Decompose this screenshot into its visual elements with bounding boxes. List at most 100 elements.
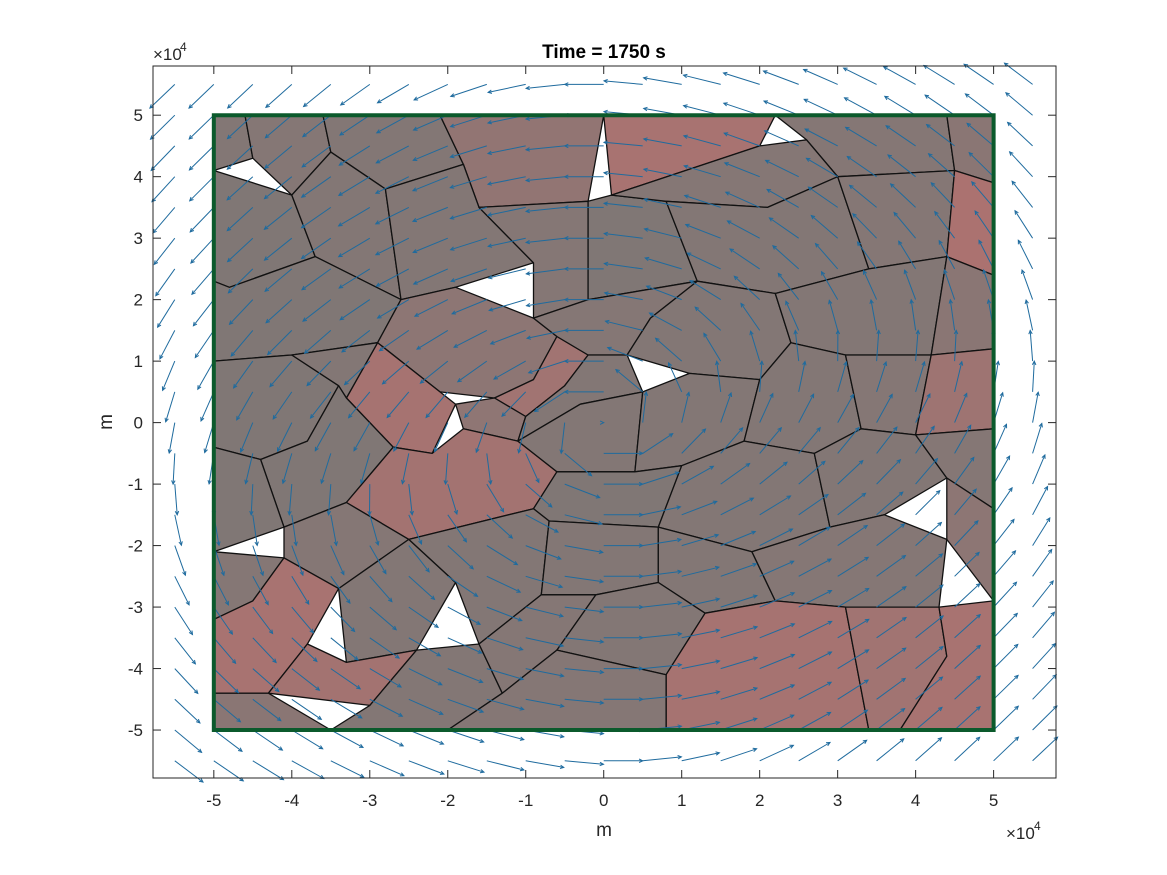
velocity-vector (353, 422, 371, 452)
y-tick-label: 2 (134, 291, 143, 310)
velocity-vector (842, 67, 877, 85)
velocity-vector (525, 637, 565, 648)
velocity-vector (954, 582, 981, 608)
velocity-vector (563, 174, 604, 179)
velocity-vector (681, 659, 721, 670)
velocity-vector (768, 217, 799, 239)
velocity-vector (953, 329, 959, 362)
velocity-vector (525, 575, 564, 589)
velocity-vector (486, 145, 526, 155)
velocity-vector (564, 575, 605, 584)
velocity-vector (681, 565, 721, 577)
velocity-vector (772, 245, 800, 270)
velocity-vector (447, 760, 486, 774)
velocity-vector (876, 393, 893, 423)
velocity-vector (447, 483, 458, 516)
velocity-vector (563, 235, 604, 241)
velocity-vector (264, 145, 293, 169)
velocity-vector (642, 471, 680, 485)
velocity-vector (252, 545, 264, 577)
velocity-vector (681, 428, 707, 454)
velocity-vector (993, 455, 1011, 485)
velocity-vector (564, 760, 605, 767)
velocity-vector (603, 291, 643, 301)
velocity-vector (954, 705, 981, 731)
velocity-vector (226, 237, 254, 263)
velocity-vector (915, 645, 944, 669)
velocity-vector (525, 483, 553, 508)
velocity-vector (533, 391, 565, 413)
velocity-vector (876, 426, 898, 454)
velocity-vector (408, 606, 440, 628)
velocity-vector (159, 330, 176, 360)
velocity-vector (155, 268, 176, 297)
velocity-vector (887, 154, 916, 178)
velocity-vector (925, 123, 955, 147)
velocity-vector (971, 181, 994, 208)
velocity-vector (252, 729, 284, 751)
velocity-vector (226, 84, 254, 109)
velocity-vector (993, 736, 1020, 762)
velocity-vector (837, 679, 870, 700)
velocity-vector (564, 453, 593, 477)
velocity-vector (330, 606, 356, 633)
velocity-vector (882, 66, 916, 85)
velocity-vector (885, 125, 916, 147)
velocity-vector (798, 426, 821, 454)
velocity-vector (759, 461, 788, 485)
velocity-vector (837, 739, 868, 762)
velocity-vector (301, 268, 332, 291)
velocity-vector (339, 114, 371, 136)
velocity-vector (156, 299, 176, 329)
velocity-vector (563, 82, 604, 87)
velocity-vector (527, 360, 565, 374)
velocity-vector (213, 576, 229, 606)
velocity-vector (682, 134, 721, 147)
velocity-vector (486, 637, 524, 651)
velocity-vector (563, 143, 604, 149)
velocity-vector (188, 176, 215, 202)
velocity-vector (263, 176, 293, 200)
velocity-vector (1017, 239, 1034, 270)
velocity-vector (252, 606, 274, 635)
velocity-vector (525, 268, 565, 276)
x-tick-label: 4 (911, 791, 920, 810)
velocity-vector (291, 606, 315, 634)
velocity-vector (876, 523, 906, 546)
velocity-vector (915, 457, 939, 485)
velocity-vector (993, 705, 1020, 731)
velocity-vector (723, 132, 760, 147)
velocity-vector (1032, 642, 1057, 669)
x-tick-label: 0 (599, 791, 608, 810)
velocity-vector (450, 268, 487, 283)
y-tick-label: 1 (134, 352, 143, 371)
velocity-vector (408, 514, 423, 545)
axes-box (152, 65, 1057, 779)
velocity-vector (759, 592, 796, 608)
velocity-vector (681, 533, 720, 547)
velocity-vector (798, 393, 815, 423)
velocity-vector (974, 210, 995, 239)
velocity-vector (930, 181, 955, 208)
velocity-vector (447, 606, 482, 625)
velocity-vector (252, 668, 280, 693)
velocity-vector (240, 422, 254, 453)
velocity-vector (287, 484, 293, 516)
velocity-vector (375, 114, 410, 134)
velocity-vector (524, 237, 565, 245)
velocity-vector (733, 275, 761, 300)
velocity-vector (798, 493, 829, 516)
velocity-vector (681, 391, 691, 423)
velocity-vector (798, 681, 833, 700)
velocity-vector (174, 576, 190, 606)
velocity-vector (164, 391, 176, 423)
velocity-vector (252, 576, 269, 606)
velocity-vector (993, 674, 1019, 700)
y-axis-exponent: ×10 4 (153, 40, 187, 64)
velocity-vector (291, 545, 304, 577)
velocity-vector (876, 491, 904, 516)
velocity-vector (915, 737, 943, 762)
velocity-vector (963, 63, 994, 85)
velocity-vector (451, 299, 487, 315)
velocity-vector (837, 618, 870, 639)
